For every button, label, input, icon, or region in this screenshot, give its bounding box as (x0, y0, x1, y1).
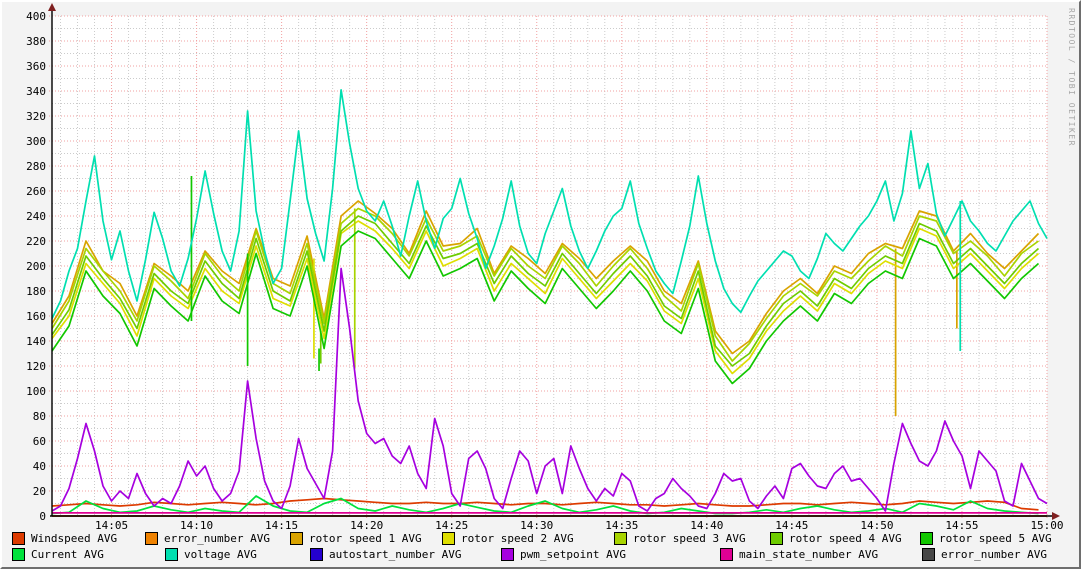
y-tick-label: 160 (26, 310, 46, 323)
y-tick-label: 0 (39, 510, 46, 523)
series-line (51, 215, 1040, 367)
legend-item: rotor speed 3 AVG (614, 531, 746, 545)
legend-label: rotor speed 1 AVG (309, 531, 422, 545)
series-line (51, 495, 1039, 515)
legend-item: rotor speed 2 AVG (442, 531, 574, 545)
series-line (51, 207, 1040, 362)
legend-item: voltage AVG (165, 547, 257, 561)
legend-color-swatch (165, 547, 178, 561)
x-tick-label: 14:25 (435, 519, 468, 529)
legend-color-swatch (290, 531, 303, 545)
x-tick-label: 14:55 (945, 519, 978, 529)
y-tick-label: 20 (33, 485, 46, 498)
x-tick-label: 14:05 (95, 519, 128, 529)
legend-color-swatch (922, 547, 935, 561)
legend-color-swatch (310, 547, 323, 561)
y-tick-label: 80 (33, 410, 46, 423)
legend-item: autostart_number AVG (310, 547, 461, 561)
x-tick-label: 14:30 (520, 519, 553, 529)
legend-label: voltage AVG (184, 547, 257, 561)
legend-label: error_number AVG (164, 531, 270, 545)
x-tick-label: 14:40 (690, 519, 723, 529)
y-tick-label: 360 (26, 60, 46, 73)
y-tick-label: 120 (26, 360, 46, 373)
y-tick-label: 100 (26, 385, 46, 398)
legend-color-swatch (920, 531, 933, 545)
legend-label: Current AVG (31, 547, 104, 561)
x-tick-label: 14:50 (860, 519, 893, 529)
legend-label: pwm_setpoint AVG (520, 547, 626, 561)
legend-color-swatch (12, 531, 25, 545)
legend-label: rotor speed 5 AVG (939, 531, 1052, 545)
y-tick-label: 300 (26, 135, 46, 148)
x-tick-label: 14:15 (265, 519, 298, 529)
legend-item: main_state_number AVG (720, 547, 878, 561)
legend: Windspeed AVG error_number AVG rotor speed… (2, 531, 1079, 565)
x-tick-label: 14:35 (605, 519, 638, 529)
legend-label: autostart_number AVG (329, 547, 462, 561)
legend-label: main_state_number AVG (739, 547, 879, 561)
x-axis-arrow (1052, 512, 1060, 520)
series-line (51, 220, 1040, 375)
y-tick-label: 140 (26, 335, 46, 348)
y-tick-label: 40 (33, 460, 46, 473)
legend-item: rotor speed 1 AVG (290, 531, 422, 545)
series-line (51, 497, 1039, 511)
legend-color-swatch (770, 531, 783, 545)
x-tick-label: 14:45 (775, 519, 808, 529)
legend-color-swatch (501, 547, 514, 561)
y-tick-label: 380 (26, 35, 46, 48)
y-tick-label: 400 (26, 10, 46, 23)
plot-svg: 0 20 40 60 80 100 120 140 160 180 200 220 240 260 280 3… (26, 3, 1064, 529)
legend-color-swatch (442, 531, 455, 545)
series-line (51, 267, 1048, 512)
legend-label: error_number AVG (941, 547, 1047, 561)
legend-label: rotor speed 3 AVG (633, 531, 746, 545)
x-tick-label: 14:20 (350, 519, 383, 529)
series-line (51, 88, 1048, 319)
legend-color-swatch (12, 547, 25, 561)
legend-label: Windspeed AVG (31, 531, 118, 545)
legend-item: rotor speed 5 AVG (920, 531, 1052, 545)
y-tick-label: 320 (26, 110, 46, 123)
legend-item: rotor speed 4 AVG (770, 531, 902, 545)
legend-item: pwm_setpoint AVG (501, 547, 626, 561)
legend-color-swatch (614, 531, 627, 545)
y-tick-label: 220 (26, 235, 46, 248)
y-tick-label: 280 (26, 160, 46, 173)
y-tick-label: 200 (26, 260, 46, 273)
y-tick-label: 60 (33, 435, 46, 448)
series-line (51, 200, 1040, 355)
x-tick-label: 15:00 (1030, 519, 1063, 529)
y-tick-label: 340 (26, 85, 46, 98)
legend-item: error_number AVG (922, 547, 1047, 561)
rrdtool-watermark: RRDTOOL / TOBI OETIKER (1067, 8, 1076, 147)
x-tick-label: 14:10 (180, 519, 213, 529)
y-tick-label: 260 (26, 185, 46, 198)
y-tick-label: 240 (26, 210, 46, 223)
legend-item: Windspeed AVG (12, 531, 117, 545)
y-axis-arrow (48, 3, 56, 11)
legend-label: rotor speed 2 AVG (461, 531, 574, 545)
y-tick-label: 180 (26, 285, 46, 298)
legend-item: error_number AVG (145, 531, 270, 545)
legend-item: Current AVG (12, 547, 104, 561)
legend-color-swatch (145, 531, 158, 545)
legend-color-swatch (720, 547, 733, 561)
legend-label: rotor speed 4 AVG (789, 531, 902, 545)
series-line (51, 230, 1040, 385)
